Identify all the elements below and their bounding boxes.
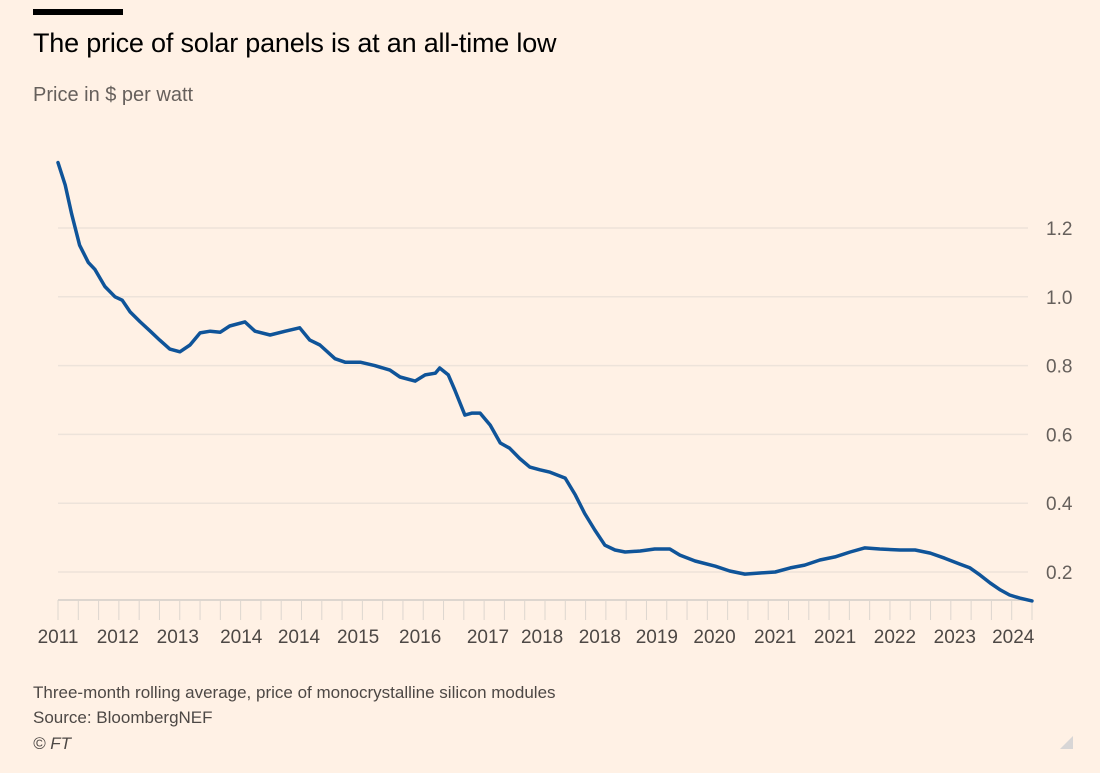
x-tick-label: 2021: [814, 627, 856, 648]
x-tick-label: 2018: [579, 627, 621, 648]
x-tick-label: 2012: [97, 627, 139, 648]
x-tick-label: 2020: [693, 627, 735, 648]
x-tick-label: 2024: [992, 627, 1035, 648]
y-tick-label: 0.6: [1046, 425, 1072, 446]
y-tick-label: 0.8: [1046, 357, 1072, 378]
y-tick-label: 0.2: [1046, 563, 1072, 584]
price-line: [56, 160, 1034, 603]
resize-corner-icon: [1060, 736, 1073, 749]
y-tick-label: 1.2: [1046, 219, 1072, 240]
y-tick-label: 0.4: [1046, 494, 1073, 515]
x-tick-label: 2014: [220, 627, 263, 648]
x-tick-label: 2022: [874, 627, 916, 648]
copyright: © FT: [33, 734, 72, 753]
chart-subtitle: Price in $ per watt: [33, 84, 194, 106]
chart-note: Three-month rolling average, price of mo…: [33, 683, 556, 702]
chart-title: The price of solar panels is at an all-t…: [33, 28, 557, 58]
x-tick-label: 2023: [934, 627, 976, 648]
x-tick-label: 2011: [38, 627, 79, 648]
title-accent-bar: [33, 9, 123, 15]
x-tick-label: 2014: [278, 627, 321, 648]
x-tick-label: 2013: [157, 627, 199, 648]
x-tick-label: 2019: [636, 627, 678, 648]
chart-source: Source: BloombergNEF: [33, 708, 213, 727]
x-tick-label: 2017: [467, 627, 509, 648]
x-tick-label: 2021: [754, 627, 796, 648]
x-tick-label: 2018: [521, 627, 563, 648]
x-tick-label: 2015: [337, 627, 379, 648]
x-tick-label: 2016: [399, 627, 441, 648]
y-tick-label: 1.0: [1046, 288, 1072, 309]
